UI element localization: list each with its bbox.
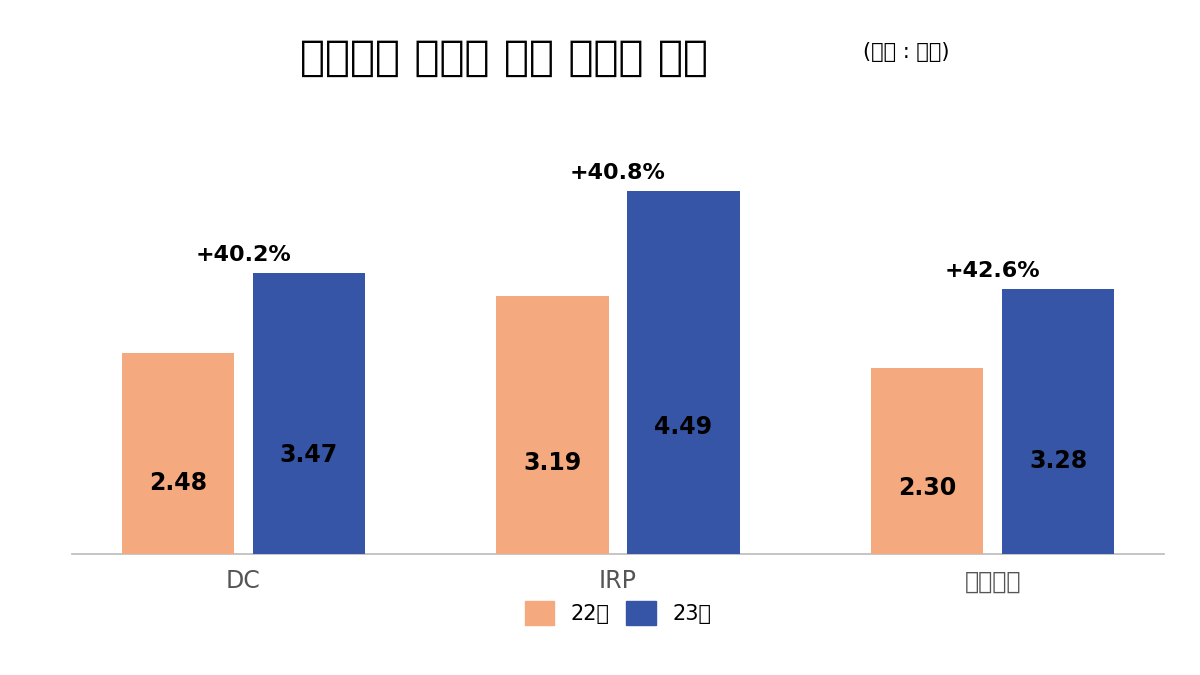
- Text: 3.47: 3.47: [280, 443, 338, 467]
- Text: 2.48: 2.48: [149, 471, 206, 495]
- Text: +40.8%: +40.8%: [570, 163, 666, 183]
- Text: +42.6%: +42.6%: [944, 261, 1040, 281]
- Bar: [1002, 289, 1115, 554]
- Bar: [121, 353, 234, 554]
- Bar: [871, 368, 983, 554]
- Bar: [253, 273, 365, 554]
- Text: 3.28: 3.28: [1030, 449, 1087, 472]
- Text: 4.49: 4.49: [654, 414, 713, 439]
- Text: 2.30: 2.30: [898, 477, 956, 500]
- Text: 삼성증권 개인형 연금 적립금 규모: 삼성증권 개인형 연금 적립금 규모: [300, 37, 708, 79]
- Text: 3.19: 3.19: [523, 452, 582, 475]
- Bar: [628, 191, 739, 554]
- Bar: [497, 296, 608, 554]
- Text: +40.2%: +40.2%: [196, 245, 292, 265]
- Text: (단위 : 조원): (단위 : 조원): [863, 42, 949, 62]
- Legend: 22년, 23년: 22년, 23년: [516, 593, 720, 634]
